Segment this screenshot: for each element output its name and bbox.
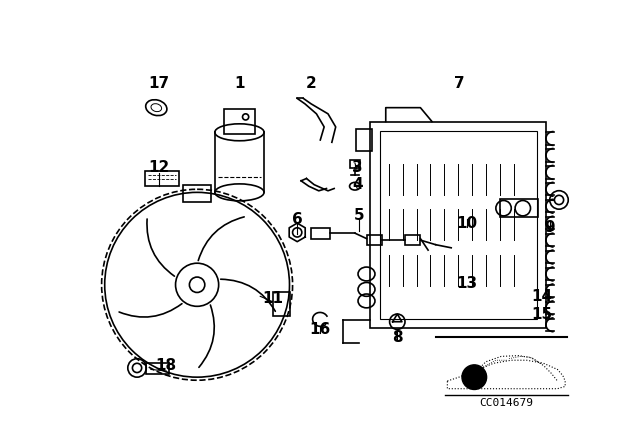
Bar [371, 121, 546, 328]
Bar [380, 131, 537, 319]
Text: 8: 8 [392, 330, 403, 345]
Bar [147, 363, 170, 374]
Text: 4: 4 [352, 177, 363, 192]
Bar [356, 129, 372, 151]
Text: CC014679: CC014679 [479, 398, 534, 408]
Text: 18: 18 [156, 358, 177, 373]
Text: 5: 5 [353, 208, 364, 223]
Text: 7: 7 [454, 76, 464, 90]
Text: 16: 16 [310, 322, 331, 337]
Circle shape [462, 365, 486, 389]
Bar [500, 199, 538, 217]
Text: 13: 13 [456, 276, 477, 291]
Bar [367, 235, 382, 246]
Text: 1: 1 [234, 76, 244, 90]
Text: 6: 6 [292, 212, 303, 227]
Bar [145, 171, 179, 186]
Bar [349, 160, 360, 168]
Bar [311, 228, 330, 238]
Bar [273, 293, 289, 315]
Text: 3: 3 [352, 160, 363, 175]
Bar [183, 185, 211, 202]
Text: 17: 17 [148, 76, 169, 90]
Text: 2: 2 [306, 76, 316, 90]
Text: 15: 15 [531, 306, 552, 322]
Text: 12: 12 [148, 160, 169, 175]
Text: 9: 9 [545, 220, 555, 234]
Bar [405, 235, 420, 246]
Bar [224, 109, 255, 134]
Text: 11: 11 [262, 291, 283, 306]
Text: 14: 14 [531, 289, 552, 304]
Text: 10: 10 [456, 215, 477, 231]
